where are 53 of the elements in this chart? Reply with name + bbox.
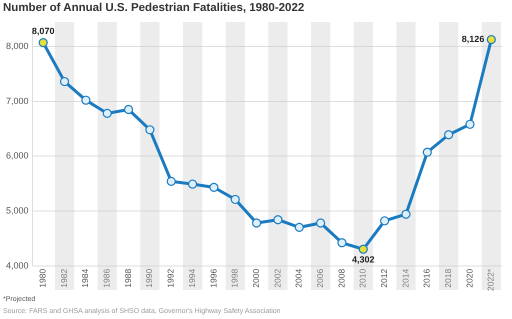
point bbox=[422, 148, 432, 157]
x-tick-label: 2010 bbox=[358, 268, 368, 288]
point bbox=[38, 38, 48, 48]
x-tick-label: 2004 bbox=[294, 268, 304, 288]
x-tick-label: 2016 bbox=[422, 268, 432, 288]
point bbox=[316, 218, 326, 228]
x-tick-label: 2022* bbox=[486, 268, 496, 291]
x-tick-label: 2014 bbox=[400, 268, 410, 288]
point bbox=[401, 210, 411, 219]
point bbox=[81, 96, 90, 105]
x-tick-label: 1990 bbox=[144, 268, 154, 288]
point bbox=[230, 194, 240, 204]
y-tick-label: 7,000 bbox=[6, 96, 29, 106]
x-tick-label: 1986 bbox=[102, 268, 112, 288]
point bbox=[188, 179, 198, 189]
chart-title: Number of Annual U.S. Pedestrian Fatalities, 1980-2022 bbox=[3, 2, 304, 14]
data-label: 8,070 bbox=[32, 26, 54, 36]
x-tick-label: 1984 bbox=[80, 268, 90, 288]
point bbox=[60, 76, 70, 86]
point bbox=[273, 215, 283, 224]
x-tick-label: 2000 bbox=[250, 268, 261, 288]
point bbox=[145, 125, 154, 134]
y-tick-label: 6,000 bbox=[6, 150, 29, 161]
point bbox=[102, 108, 112, 118]
x-tick-label: 2008 bbox=[336, 268, 346, 288]
point bbox=[444, 130, 454, 140]
x-tick-label: 1980 bbox=[38, 268, 48, 288]
x-tick-label: 2002 bbox=[272, 268, 282, 288]
point bbox=[252, 218, 262, 228]
x-tick-label: 1982 bbox=[58, 268, 69, 288]
x-tick-label: 1988 bbox=[122, 268, 133, 288]
point bbox=[124, 104, 134, 114]
y-tick-label: 5,000 bbox=[6, 205, 29, 216]
y-tick-label: 8,000 bbox=[6, 40, 29, 51]
point bbox=[486, 34, 496, 44]
x-tick-label: 2018 bbox=[442, 268, 453, 288]
data-label: 4,302 bbox=[352, 254, 375, 265]
x-tick-label: 2020 bbox=[464, 268, 474, 288]
data-label: 8,126 bbox=[462, 34, 484, 44]
point bbox=[465, 120, 475, 129]
point bbox=[380, 216, 390, 226]
x-tick-label: 2012 bbox=[378, 268, 389, 288]
point bbox=[166, 176, 176, 186]
x-tick-label: 2006 bbox=[314, 268, 325, 288]
point bbox=[358, 244, 368, 254]
point bbox=[337, 238, 347, 248]
x-tick-label: 1992 bbox=[166, 268, 176, 288]
point bbox=[294, 222, 304, 232]
x-tick-label: 1994 bbox=[186, 268, 197, 288]
point bbox=[209, 182, 219, 192]
x-tick-label: 1996 bbox=[208, 268, 218, 288]
y-tick-label: 4,000 bbox=[6, 260, 29, 270]
x-tick-label: 1998 bbox=[230, 268, 240, 288]
